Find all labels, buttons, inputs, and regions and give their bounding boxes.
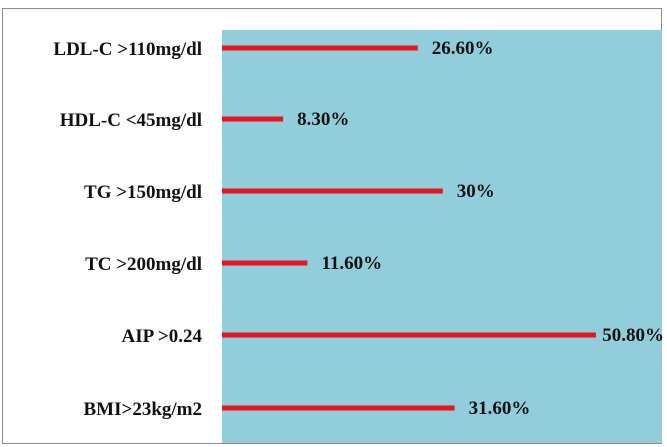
category-label: TG >150mg/dl [84, 182, 202, 203]
category-label: LDL-C >110mg/dl [53, 39, 202, 60]
data-label: 26.60% [432, 38, 494, 59]
data-label: 11.60% [321, 253, 382, 274]
category-label: BMI>23kg/m2 [84, 399, 203, 420]
category-label: AIP >0.24 [122, 326, 203, 347]
bar [222, 188, 443, 194]
data-label: 8.30% [297, 109, 349, 130]
data-label: 30% [457, 181, 495, 202]
bar [222, 45, 418, 51]
data-label: 50.80% [602, 325, 664, 346]
data-label: 31.60% [469, 398, 531, 419]
plot-area [222, 30, 662, 443]
bar [222, 116, 284, 122]
bar [222, 332, 596, 338]
category-label: HDL-C <45mg/dl [60, 110, 202, 131]
bar [222, 260, 308, 266]
bar [222, 405, 455, 411]
category-label: TC >200mg/dl [85, 254, 202, 275]
